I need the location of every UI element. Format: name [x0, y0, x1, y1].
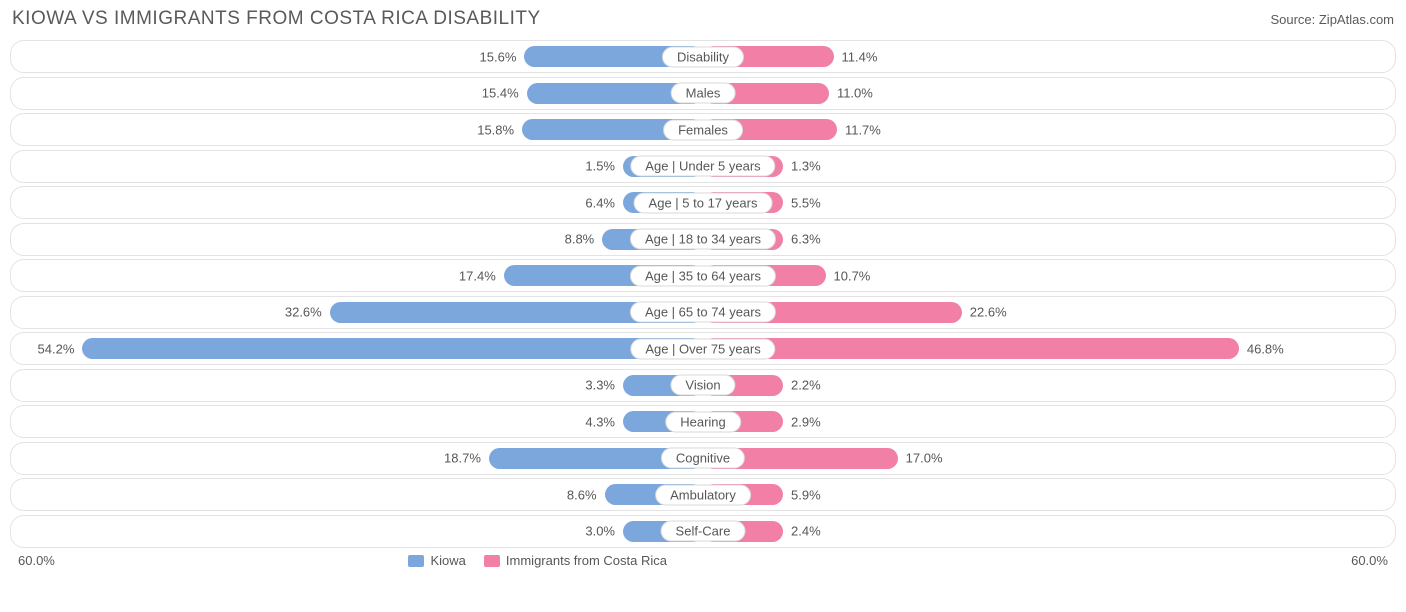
value-label-right: 5.9% — [791, 487, 821, 502]
category-pill: Age | Under 5 years — [630, 156, 775, 177]
chart-row: 8.8% 6.3% Age | 18 to 34 years — [10, 223, 1396, 256]
category-pill: Age | 35 to 64 years — [630, 265, 776, 286]
legend-swatch-right — [484, 555, 500, 567]
chart-title: KIOWA VS IMMIGRANTS FROM COSTA RICA DISA… — [12, 8, 541, 30]
chart-row: 15.4% 11.0% Males — [10, 77, 1396, 110]
chart-row: 3.3% 2.2% Vision — [10, 369, 1396, 402]
chart-row: 54.2% 46.8% Age | Over 75 years — [10, 332, 1396, 365]
chart-legend: Kiowa Immigrants from Costa Rica — [408, 553, 667, 568]
chart-row: 15.8% 11.7% Females — [10, 113, 1396, 146]
value-label-left: 3.3% — [585, 378, 615, 393]
category-pill: Age | 65 to 74 years — [630, 302, 776, 323]
legend-label-left: Kiowa — [430, 553, 465, 568]
category-pill: Vision — [670, 375, 735, 396]
value-label-right: 11.0% — [837, 86, 873, 101]
value-label-left: 15.8% — [477, 122, 514, 137]
category-pill: Age | 18 to 34 years — [630, 229, 776, 250]
value-label-right: 5.5% — [791, 195, 821, 210]
value-label-left: 8.8% — [565, 232, 595, 247]
value-label-right: 2.9% — [791, 414, 821, 429]
chart-row: 3.0% 2.4% Self-Care — [10, 515, 1396, 548]
chart-row: 32.6% 22.6% Age | 65 to 74 years — [10, 296, 1396, 329]
chart-row: 18.7% 17.0% Cognitive — [10, 442, 1396, 475]
chart-header: KIOWA VS IMMIGRANTS FROM COSTA RICA DISA… — [0, 0, 1406, 36]
value-label-left: 6.4% — [585, 195, 615, 210]
value-label-right: 2.4% — [791, 524, 821, 539]
axis-max-left: 60.0% — [18, 553, 78, 568]
chart-footer: 60.0% Kiowa Immigrants from Costa Rica 6… — [0, 551, 1406, 568]
value-label-right: 2.2% — [791, 378, 821, 393]
value-label-right: 11.7% — [845, 122, 881, 137]
category-pill: Males — [671, 83, 736, 104]
chart-row: 6.4% 5.5% Age | 5 to 17 years — [10, 186, 1396, 219]
category-pill: Cognitive — [661, 448, 745, 469]
category-pill: Ambulatory — [655, 484, 751, 505]
value-label-left: 3.0% — [585, 524, 615, 539]
bar-right — [703, 338, 1239, 359]
chart-row: 17.4% 10.7% Age | 35 to 64 years — [10, 259, 1396, 292]
value-label-right: 22.6% — [970, 305, 1007, 320]
category-pill: Hearing — [665, 411, 741, 432]
value-label-left: 32.6% — [285, 305, 322, 320]
legend-item-right: Immigrants from Costa Rica — [484, 553, 667, 568]
value-label-left: 8.6% — [567, 487, 597, 502]
category-pill: Age | 5 to 17 years — [634, 192, 773, 213]
category-pill: Self-Care — [661, 521, 746, 542]
value-label-right: 11.4% — [842, 49, 878, 64]
bar-left — [82, 338, 703, 359]
value-label-left: 15.4% — [482, 86, 519, 101]
value-label-left: 1.5% — [585, 159, 615, 174]
value-label-left: 15.6% — [480, 49, 517, 64]
value-label-left: 18.7% — [444, 451, 481, 466]
category-pill: Age | Over 75 years — [630, 338, 775, 359]
chart-source: Source: ZipAtlas.com — [1270, 12, 1394, 27]
chart-row: 1.5% 1.3% Age | Under 5 years — [10, 150, 1396, 183]
value-label-left: 54.2% — [38, 341, 75, 356]
chart-row: 8.6% 5.9% Ambulatory — [10, 478, 1396, 511]
chart-row: 15.6% 11.4% Disability — [10, 40, 1396, 73]
legend-swatch-left — [408, 555, 424, 567]
legend-item-left: Kiowa — [408, 553, 465, 568]
value-label-right: 6.3% — [791, 232, 821, 247]
category-pill: Disability — [662, 46, 744, 67]
value-label-right: 1.3% — [791, 159, 821, 174]
value-label-right: 46.8% — [1247, 341, 1284, 356]
value-label-left: 4.3% — [585, 414, 615, 429]
value-label-right: 17.0% — [906, 451, 943, 466]
chart-row: 4.3% 2.9% Hearing — [10, 405, 1396, 438]
category-pill: Females — [663, 119, 743, 140]
value-label-left: 17.4% — [459, 268, 496, 283]
value-label-right: 10.7% — [834, 268, 871, 283]
chart-area: 15.6% 11.4% Disability 15.4% 11.0% Males 15.8%… — [0, 36, 1406, 548]
axis-max-right: 60.0% — [1328, 553, 1388, 568]
legend-label-right: Immigrants from Costa Rica — [506, 553, 667, 568]
